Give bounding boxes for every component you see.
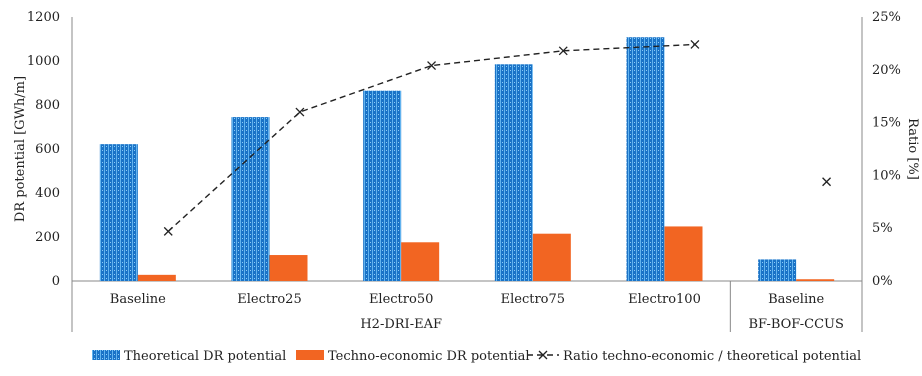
y2-axis-title: Ratio [%] <box>905 118 920 180</box>
x-tick-label: Electro25 <box>237 292 301 307</box>
x-group-label: BF-BOF-CCUS <box>748 317 843 332</box>
y2-tick-label: 25% <box>872 10 901 25</box>
ratio-marker-stroke <box>822 177 832 187</box>
techno-economic-bar <box>664 226 703 281</box>
ratio-line <box>167 43 695 232</box>
y-tick-label: 0 <box>52 274 60 289</box>
x-group-label: H2-DRI-EAF <box>360 317 442 332</box>
theoretical-bar <box>231 117 270 281</box>
theoretical-bar <box>626 37 665 281</box>
ratio-marker-stroke <box>690 39 700 49</box>
ratio-marker-stroke <box>295 107 305 117</box>
y-tick-label: 1200 <box>27 10 60 25</box>
ratio-point <box>690 39 700 49</box>
y-tick-label: 400 <box>35 186 60 201</box>
y-tick-label: 1000 <box>27 54 60 69</box>
ratio-point <box>822 177 832 187</box>
y-tick-label: 800 <box>35 98 60 113</box>
x-tick-label: Electro75 <box>501 292 565 307</box>
legend-label: Techno-economic DR potential <box>328 349 530 364</box>
legend-ratio-marker <box>538 350 548 360</box>
ratio-point <box>295 107 305 117</box>
y-axis-title: DR potential [GWh/m] <box>13 76 28 222</box>
techno-economic-bar <box>532 233 571 281</box>
y2-tick-label: 5% <box>872 221 893 236</box>
ratio-marker-stroke <box>427 61 437 71</box>
theoretical-bar <box>758 259 797 281</box>
ratio-marker-stroke <box>558 46 568 56</box>
theoretical-bar <box>494 64 533 281</box>
ratio-point <box>163 226 173 236</box>
y2-tick-label: 10% <box>872 168 901 183</box>
x-tick-label: Electro50 <box>369 292 433 307</box>
techno-economic-bar <box>401 242 440 281</box>
legend-swatch-theoretical <box>92 350 120 360</box>
x-tick-label: Baseline <box>768 292 824 307</box>
ratio-point <box>427 61 437 71</box>
y2-tick-label: 15% <box>872 116 901 131</box>
legend-label: Ratio techno-economic / theoretical pote… <box>563 349 861 364</box>
techno-economic-bar <box>796 279 835 281</box>
techno-economic-bar <box>269 255 308 281</box>
techno-economic-bar <box>137 274 176 281</box>
ratio-point <box>558 46 568 56</box>
theoretical-bar <box>363 90 402 281</box>
y-tick-label: 200 <box>35 230 60 245</box>
x-tick-label: Electro100 <box>628 292 701 307</box>
legend-swatch-techno-economic <box>296 350 324 360</box>
x-tick-label: Baseline <box>110 292 166 307</box>
y2-tick-label: 20% <box>872 63 901 78</box>
y2-tick-label: 0% <box>872 274 893 289</box>
y-tick-label: 600 <box>35 142 60 157</box>
legend-swatch-ratio <box>527 350 559 360</box>
theoretical-bar <box>99 144 138 281</box>
legend-label: Theoretical DR potential <box>124 349 286 364</box>
ratio-marker-stroke <box>163 226 173 236</box>
